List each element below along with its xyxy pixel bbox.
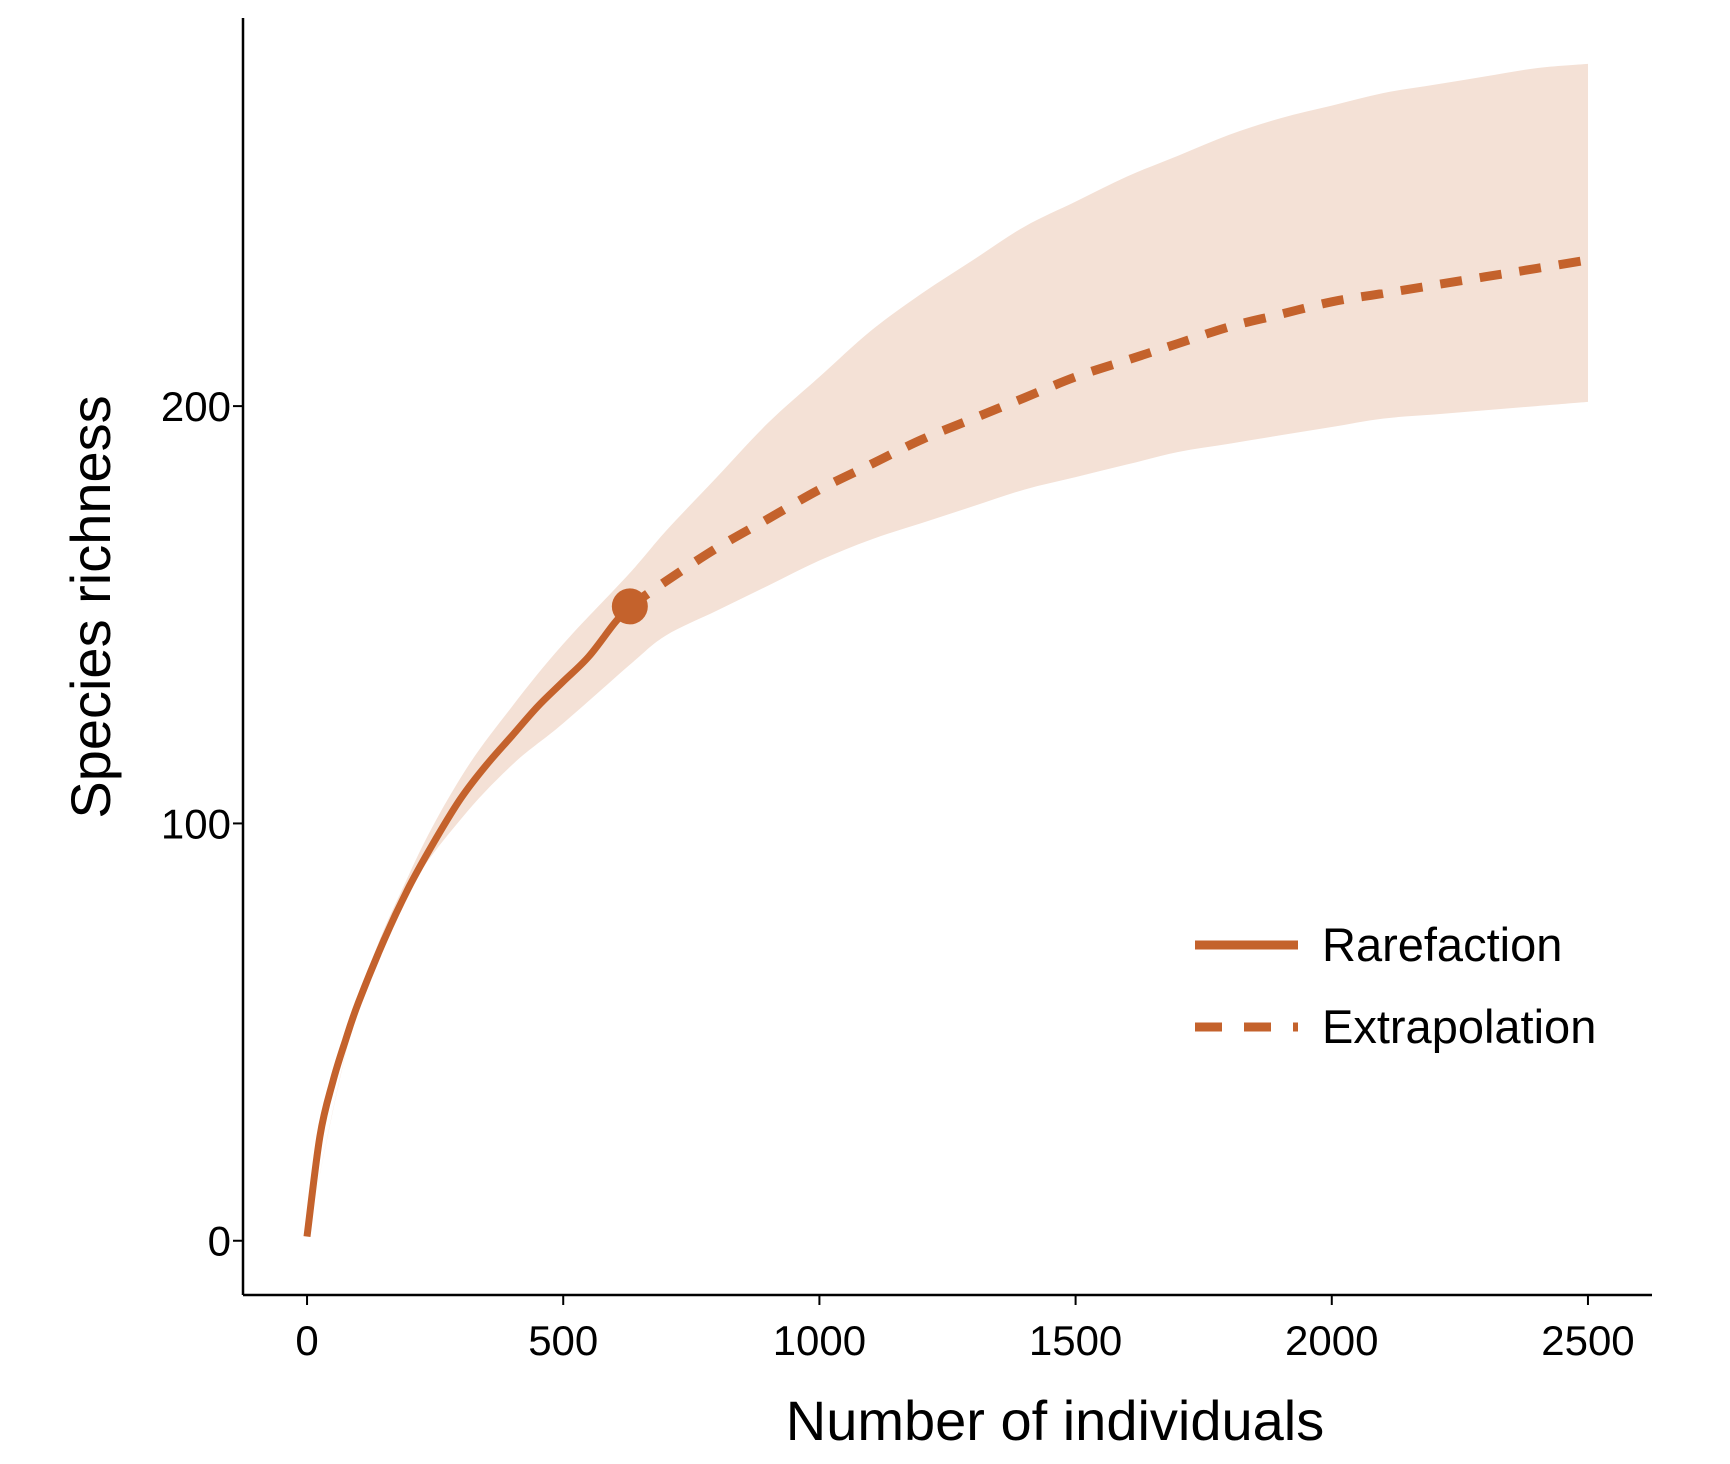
extrapolation-line: [627, 255, 1589, 611]
y-ticks: 0 100 200: [161, 383, 243, 1265]
x-tick-label: 1000: [773, 1317, 866, 1364]
legend: Rarefaction Extrapolation: [1195, 918, 1596, 1053]
y-tick-label: 0: [208, 1218, 231, 1265]
x-tick-label: 2000: [1285, 1317, 1378, 1364]
y-tick-label: 100: [161, 800, 231, 847]
confidence-band: [307, 63, 1588, 1237]
x-tick-label: 0: [295, 1317, 318, 1364]
y-tick-label: 200: [161, 383, 231, 430]
legend-label-rarefaction: Rarefaction: [1322, 918, 1562, 971]
x-tick-label: 500: [528, 1317, 598, 1364]
rarefaction-line: [303, 604, 633, 1238]
x-tick-label: 2500: [1541, 1317, 1634, 1364]
y-axis-title: Species richness: [59, 395, 122, 818]
observed-point: [611, 588, 648, 625]
x-tick-label: 1500: [1029, 1317, 1122, 1364]
x-axis-title: Number of individuals: [786, 1389, 1324, 1452]
x-ticks: 0 500 1000 1500 2000 2500: [295, 1295, 1635, 1364]
legend-label-extrapolation: Extrapolation: [1322, 1000, 1596, 1053]
